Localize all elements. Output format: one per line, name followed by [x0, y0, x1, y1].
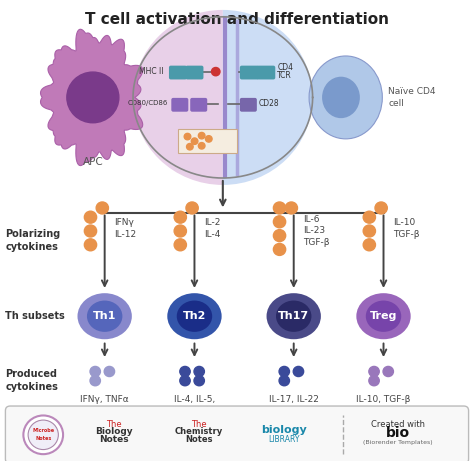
Circle shape — [174, 239, 186, 251]
FancyBboxPatch shape — [5, 406, 469, 462]
Text: T cell activation and differentiation: T cell activation and differentiation — [85, 12, 389, 27]
Text: Produced
cytokines: Produced cytokines — [5, 369, 58, 392]
Ellipse shape — [87, 301, 122, 332]
Ellipse shape — [266, 293, 321, 339]
Circle shape — [369, 376, 379, 386]
Text: IL-10
TGF-β: IL-10 TGF-β — [393, 219, 419, 239]
Text: IL-2
IL-4: IL-2 IL-4 — [204, 219, 220, 239]
Text: Biology: Biology — [95, 426, 133, 436]
Text: Treg: Treg — [370, 311, 397, 321]
Polygon shape — [40, 29, 143, 165]
Text: IL-10, TGF-β: IL-10, TGF-β — [356, 395, 410, 403]
Circle shape — [180, 376, 190, 386]
Text: MHC II: MHC II — [139, 67, 164, 76]
Text: Microbe: Microbe — [32, 428, 55, 433]
Ellipse shape — [322, 77, 360, 118]
Circle shape — [383, 366, 393, 377]
Circle shape — [187, 144, 193, 150]
Text: IFNγ, TNFα: IFNγ, TNFα — [80, 395, 129, 403]
Circle shape — [194, 366, 204, 377]
Text: Notes: Notes — [35, 436, 51, 441]
Circle shape — [194, 376, 204, 386]
FancyBboxPatch shape — [171, 98, 188, 112]
Circle shape — [84, 211, 97, 223]
Circle shape — [205, 136, 212, 142]
Circle shape — [279, 376, 290, 386]
Circle shape — [67, 72, 119, 123]
Ellipse shape — [356, 293, 410, 339]
Text: Th17: Th17 — [278, 311, 309, 321]
FancyBboxPatch shape — [190, 98, 207, 112]
Wedge shape — [133, 10, 223, 185]
Circle shape — [369, 366, 379, 377]
Circle shape — [84, 239, 97, 251]
Circle shape — [90, 366, 100, 377]
FancyBboxPatch shape — [178, 129, 237, 153]
Text: CD4: CD4 — [277, 63, 293, 72]
Circle shape — [96, 202, 109, 214]
Text: TCR: TCR — [277, 71, 292, 80]
Circle shape — [279, 366, 290, 377]
Circle shape — [293, 366, 304, 377]
Circle shape — [363, 225, 375, 237]
Text: biology: biology — [261, 425, 307, 435]
Circle shape — [273, 243, 286, 255]
Text: IL-6
IL-23
TGF-β: IL-6 IL-23 TGF-β — [303, 215, 329, 247]
Circle shape — [198, 133, 205, 139]
Circle shape — [363, 211, 375, 223]
Ellipse shape — [309, 56, 383, 139]
Text: Th2: Th2 — [183, 311, 206, 321]
Circle shape — [84, 225, 97, 237]
Text: Th subsets: Th subsets — [5, 311, 65, 321]
Text: Created with: Created with — [371, 419, 425, 429]
Text: Th1: Th1 — [93, 311, 116, 321]
Text: Notes: Notes — [100, 435, 129, 444]
Text: APC: APC — [82, 157, 103, 167]
Circle shape — [184, 134, 191, 140]
Text: IL-17, IL-22: IL-17, IL-22 — [269, 395, 319, 403]
Text: Naïve CD4
cell: Naïve CD4 cell — [388, 87, 436, 108]
Text: IFNγ
IL-12: IFNγ IL-12 — [114, 219, 136, 239]
Circle shape — [174, 211, 186, 223]
Circle shape — [23, 415, 63, 454]
Text: LIBRARY: LIBRARY — [268, 435, 300, 444]
Text: CD28: CD28 — [258, 99, 279, 108]
Circle shape — [174, 225, 186, 237]
Circle shape — [28, 420, 58, 450]
Circle shape — [285, 202, 298, 214]
FancyBboxPatch shape — [240, 98, 257, 112]
Circle shape — [273, 230, 286, 242]
Text: (Biorender Templates): (Biorender Templates) — [363, 440, 432, 445]
FancyBboxPatch shape — [256, 66, 275, 79]
Circle shape — [180, 366, 190, 377]
Ellipse shape — [366, 301, 401, 332]
FancyBboxPatch shape — [240, 66, 259, 79]
Circle shape — [186, 202, 198, 214]
Circle shape — [104, 366, 115, 377]
Circle shape — [375, 202, 387, 214]
Text: bio: bio — [386, 426, 410, 440]
Ellipse shape — [177, 301, 212, 332]
Text: IL-4, IL-5,
IL-9, IL-13: IL-4, IL-5, IL-9, IL-13 — [172, 395, 217, 415]
Circle shape — [363, 239, 375, 251]
Text: CD80/CD86: CD80/CD86 — [128, 100, 168, 106]
Circle shape — [273, 202, 286, 214]
FancyBboxPatch shape — [169, 66, 187, 79]
Text: The: The — [106, 419, 122, 429]
Wedge shape — [223, 10, 313, 185]
Text: Notes: Notes — [185, 435, 213, 444]
Ellipse shape — [77, 293, 132, 339]
Text: cytokines: cytokines — [201, 130, 234, 136]
FancyBboxPatch shape — [185, 66, 203, 79]
Text: The: The — [191, 419, 207, 429]
Circle shape — [273, 216, 286, 228]
Text: Polarizing
cytokines: Polarizing cytokines — [5, 229, 61, 252]
Text: Chemistry: Chemistry — [175, 426, 223, 436]
Ellipse shape — [276, 301, 311, 332]
Circle shape — [211, 67, 220, 76]
Circle shape — [90, 376, 100, 386]
Circle shape — [198, 143, 205, 149]
Ellipse shape — [167, 293, 222, 339]
Circle shape — [191, 138, 198, 145]
